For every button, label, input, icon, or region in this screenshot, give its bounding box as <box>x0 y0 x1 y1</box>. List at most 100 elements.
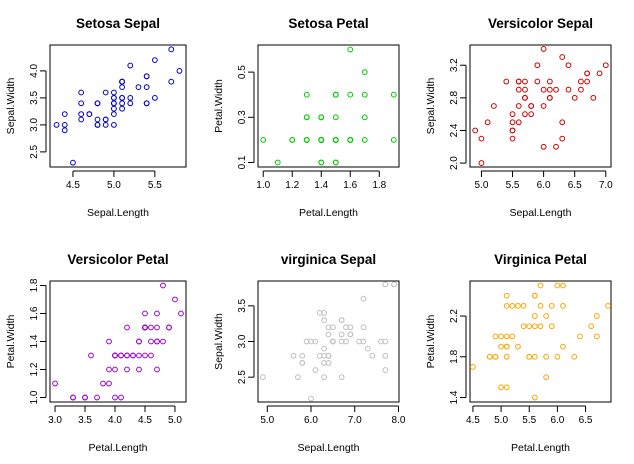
data-point <box>498 343 504 350</box>
data-point <box>111 111 117 117</box>
y-tick-label: 3.0 <box>237 334 248 348</box>
data-point <box>299 352 306 359</box>
data-point <box>94 100 101 107</box>
x-tick-label: 7.0 <box>348 415 362 426</box>
data-point <box>534 62 541 69</box>
data-point <box>531 313 538 319</box>
data-point <box>61 127 68 134</box>
data-point <box>565 62 572 69</box>
x-tick-label: 5.0 <box>260 415 274 426</box>
data-point <box>148 338 154 345</box>
panel-title: Virginica Petal <box>494 252 587 267</box>
y-tick-label: 0.3 <box>237 110 248 124</box>
x-axis-label: Sepal.Length <box>87 207 149 219</box>
data-point <box>154 324 160 331</box>
data-point <box>332 91 339 98</box>
data-point <box>509 333 516 340</box>
data-point <box>127 95 134 101</box>
data-point <box>531 394 538 401</box>
data-point <box>124 324 130 331</box>
data-point <box>78 89 85 96</box>
data-point <box>135 84 142 91</box>
x-tick-label: 1.0 <box>256 180 270 191</box>
x-tick-label: 4.5 <box>66 180 80 191</box>
data-point <box>347 331 354 338</box>
data-point <box>111 105 117 112</box>
data-point <box>119 95 125 101</box>
data-point <box>136 366 142 373</box>
panel-title: Versicolor Sepal <box>488 16 593 31</box>
x-tick-label: 5.5 <box>506 180 520 191</box>
data-point <box>503 302 510 309</box>
data-point <box>168 46 175 53</box>
x-axis-label: Sepal.Length <box>510 207 572 219</box>
y-axis-label: Sepal.Width <box>213 313 225 370</box>
data-point <box>382 352 389 359</box>
data-point <box>61 121 68 128</box>
data-point <box>142 324 148 331</box>
data-point <box>338 338 345 345</box>
data-point <box>478 135 485 142</box>
y-tick-label: 3.5 <box>237 298 248 312</box>
data-point <box>560 302 566 309</box>
data-point <box>127 100 134 107</box>
data-point <box>176 68 183 74</box>
x-tick-label: 3.5 <box>78 415 92 426</box>
x-tick-label: 4.5 <box>138 415 152 426</box>
x-tick-label: 4.5 <box>466 415 480 426</box>
data-point <box>515 86 522 93</box>
data-point <box>111 100 117 107</box>
data-point <box>274 159 281 166</box>
data-point <box>503 333 510 340</box>
data-point <box>154 366 160 373</box>
data-point <box>584 70 591 77</box>
data-point <box>509 135 516 142</box>
data-point <box>577 333 583 340</box>
plot-frame <box>49 44 187 168</box>
data-point <box>130 352 136 359</box>
data-point <box>136 338 142 345</box>
plot-frame <box>469 44 612 168</box>
data-point <box>546 78 553 85</box>
data-point <box>534 78 541 85</box>
data-point <box>318 114 325 121</box>
data-point <box>578 86 584 93</box>
data-point <box>100 380 106 387</box>
data-point <box>360 295 367 302</box>
data-point <box>119 105 125 112</box>
data-point <box>470 364 476 370</box>
data-point <box>136 352 142 359</box>
data-point <box>94 394 100 401</box>
data-point <box>578 78 584 85</box>
y-tick-label: 1.4 <box>449 390 460 404</box>
data-point <box>303 91 310 98</box>
data-point <box>546 94 553 101</box>
x-tick-label: 4.0 <box>108 415 122 426</box>
scatter-panel: Setosa Sepal 4.5 5.0 5.5 2.5 3.0 3.5 4.0 Sepal.L… <box>5 16 187 219</box>
data-point <box>321 374 328 381</box>
data-point <box>540 46 547 52</box>
data-point <box>53 121 60 128</box>
data-point <box>52 380 58 387</box>
x-tick-label: 5.5 <box>522 415 536 426</box>
data-point <box>299 360 306 366</box>
data-point <box>119 84 125 91</box>
scatter-panel: Versicolor Petal 3.0 3.5 4.0 4.5 5.0 1.0 1.2 1.4… <box>5 252 187 454</box>
data-point <box>503 343 510 350</box>
data-point <box>151 95 158 101</box>
data-point <box>294 374 301 381</box>
data-point <box>102 116 109 123</box>
data-point <box>118 352 124 359</box>
data-point <box>259 374 266 381</box>
data-point <box>602 62 609 69</box>
panel-title: Versicolor Petal <box>67 252 168 267</box>
x-axis-label: Petal.Length <box>89 442 148 454</box>
y-tick-label: 3.0 <box>29 118 40 132</box>
data-point <box>382 338 389 345</box>
data-point <box>148 324 154 331</box>
plot-frame <box>49 280 187 403</box>
data-point <box>369 352 376 359</box>
x-tick-label: 6.5 <box>568 180 582 191</box>
data-point <box>543 374 550 381</box>
data-point <box>347 136 354 143</box>
